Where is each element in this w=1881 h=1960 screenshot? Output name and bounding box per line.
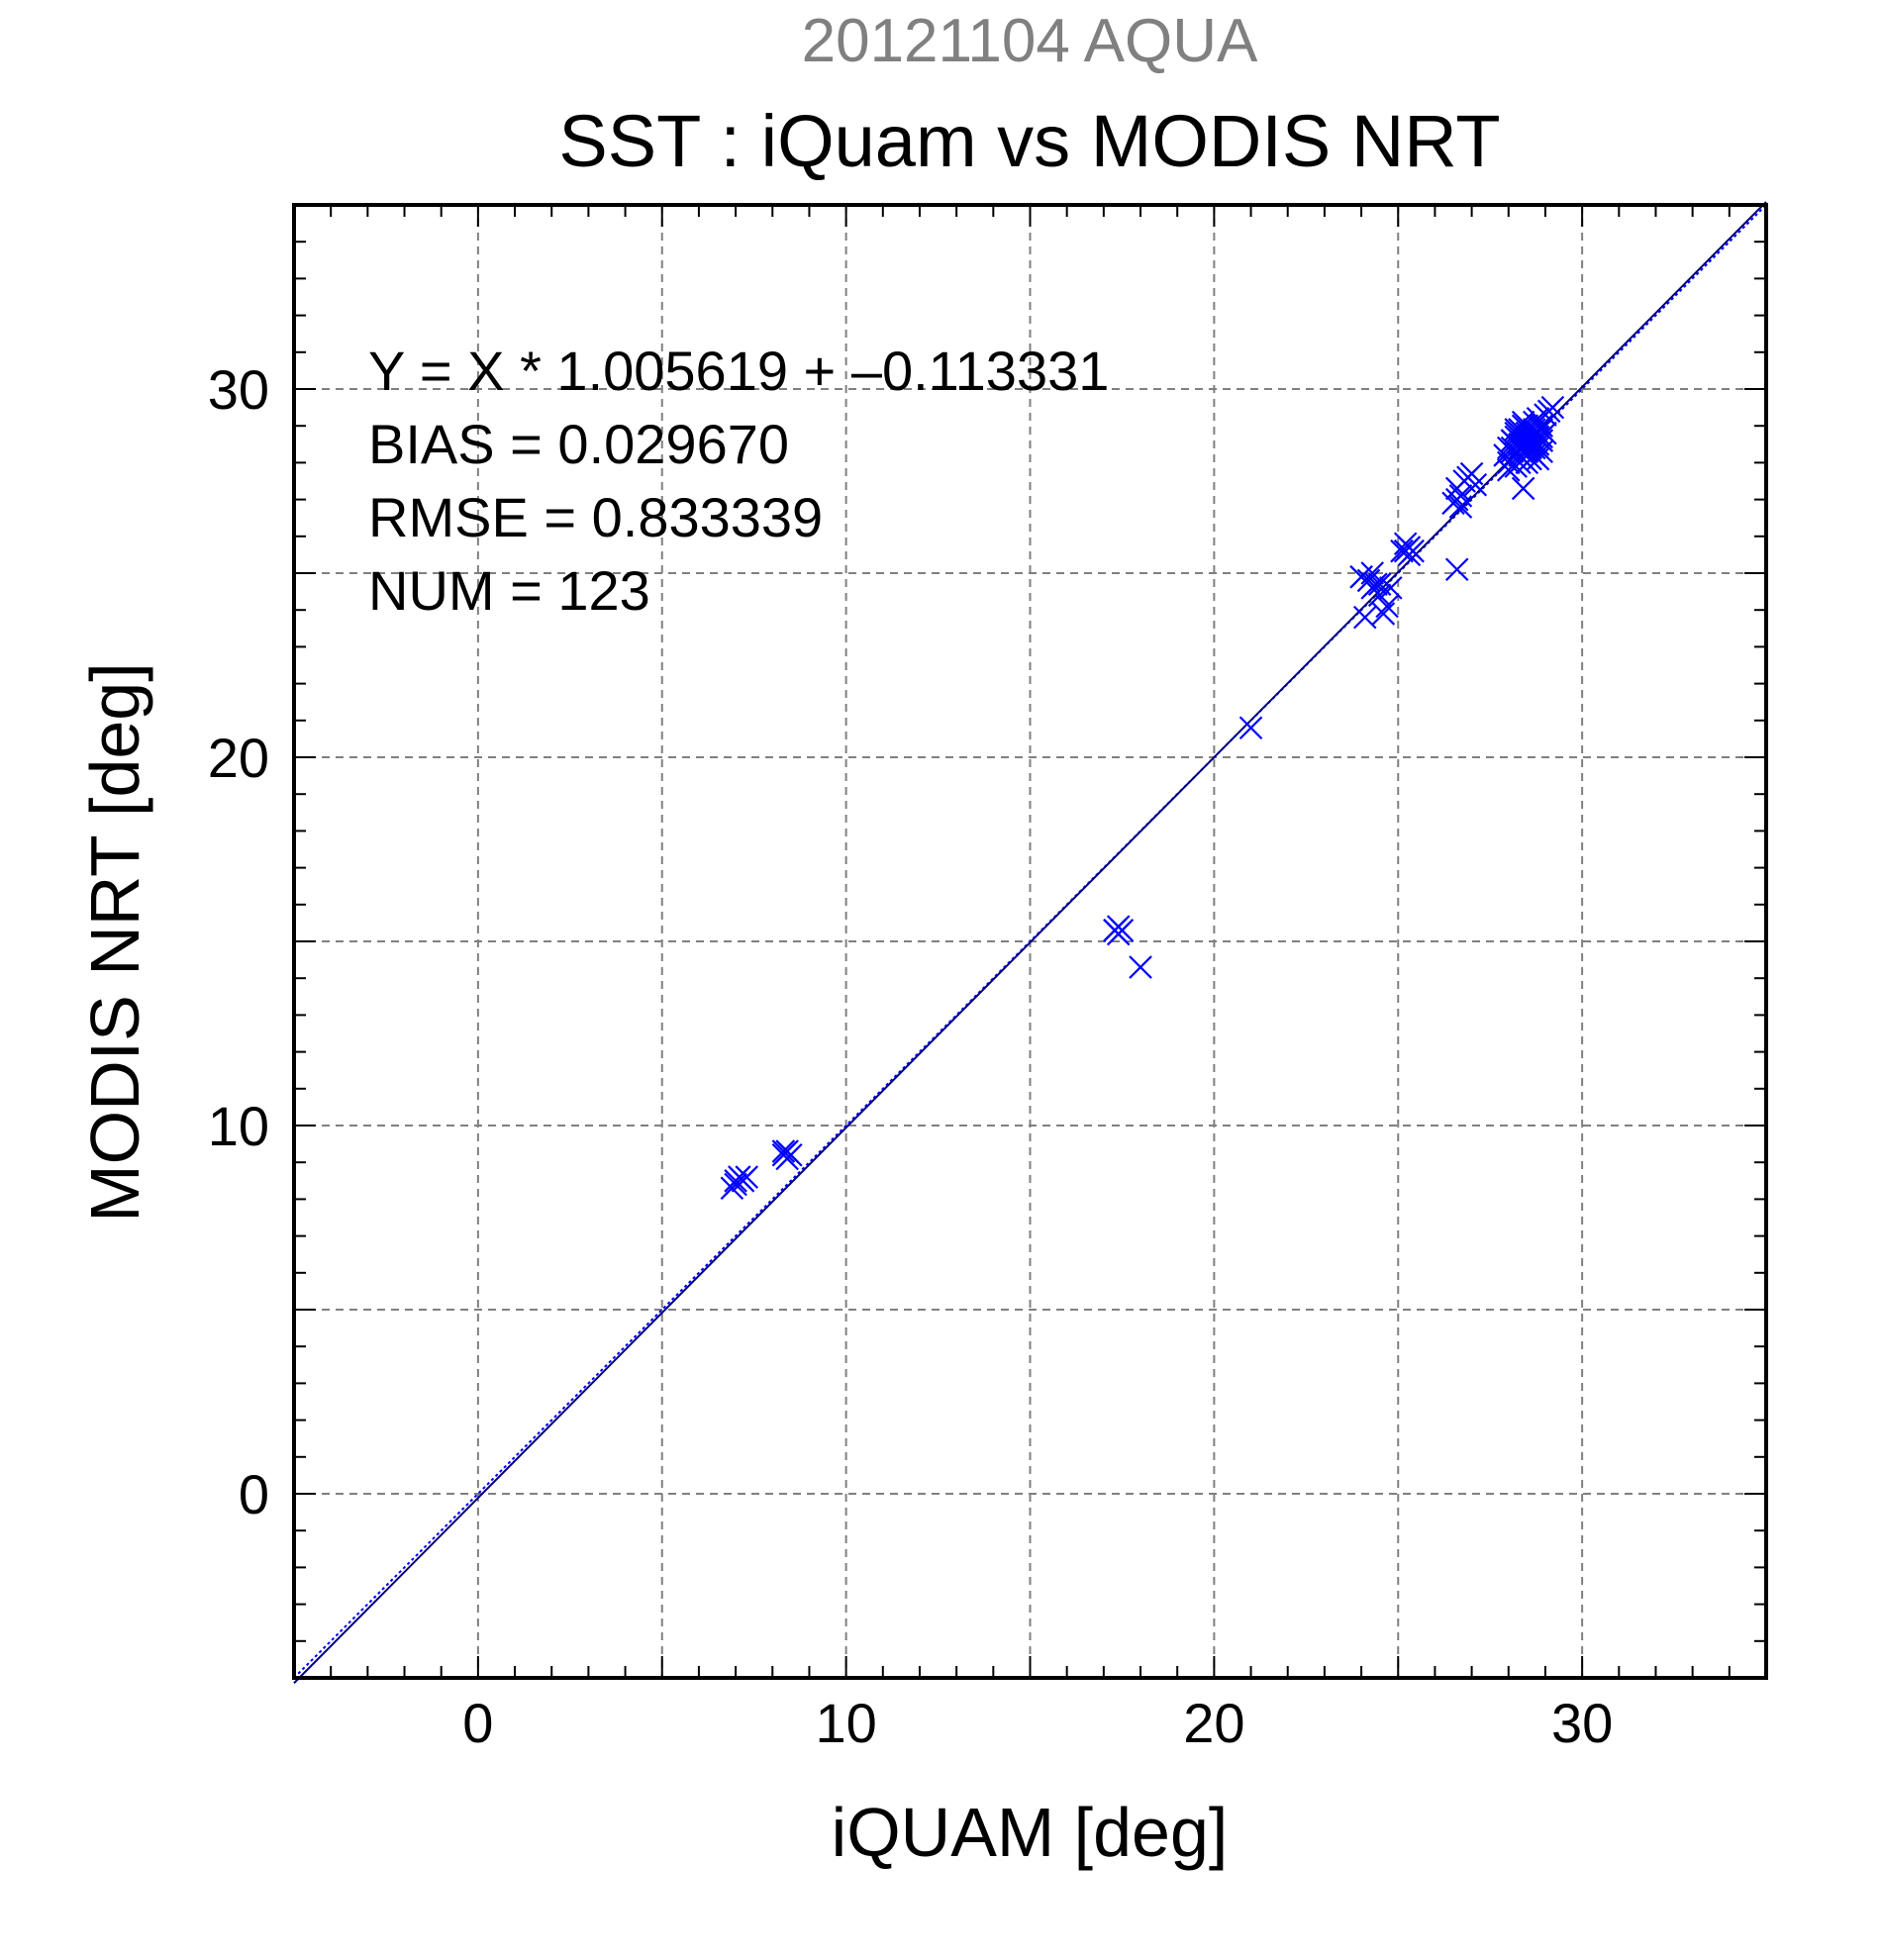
data-point [1390, 539, 1414, 563]
data-point-stroke [1401, 539, 1425, 563]
x-tick-label: 30 [1551, 1692, 1613, 1754]
data-point [724, 1172, 747, 1197]
chart-title: SST : iQuam vs MODIS NRT [558, 100, 1500, 182]
data-point-stroke [1511, 476, 1535, 501]
data-point [1511, 476, 1535, 501]
data-point-stroke [1375, 594, 1399, 619]
data-point-stroke [1511, 429, 1535, 452]
data-point-stroke [771, 1139, 796, 1163]
y-tick-label: 10 [208, 1095, 269, 1157]
data-point [1401, 539, 1425, 563]
data-point-stroke [1463, 472, 1488, 497]
x-tick-label: 0 [462, 1692, 493, 1754]
data-point [1463, 472, 1488, 497]
chart-supertitle: 20121104 AQUA [802, 7, 1258, 75]
data-point-stroke [1367, 583, 1392, 608]
data-point [779, 1142, 803, 1167]
data-point [1515, 421, 1539, 445]
data-point-stroke [1540, 395, 1565, 420]
data-point-stroke [1448, 495, 1473, 519]
data-point-stroke [1356, 568, 1381, 593]
data-point-stroke [1364, 572, 1388, 596]
data-point [1353, 605, 1377, 630]
data-point-stroke [724, 1172, 747, 1197]
data-point-stroke [1448, 484, 1473, 508]
data-point [1515, 429, 1539, 452]
stats-box: Y = X * 1.005619 + –0.113331 BIAS = 0.02… [368, 340, 1109, 622]
stats-line-num: NUM = 123 [368, 559, 650, 622]
y-tick-label: 20 [208, 727, 269, 789]
x-tick-label: 10 [815, 1692, 876, 1754]
data-markers [720, 395, 1565, 1201]
data-point [1444, 557, 1469, 582]
data-point [735, 1165, 759, 1189]
data-point-stroke [735, 1165, 759, 1189]
data-point [771, 1139, 796, 1163]
y-axis-label: MODIS NRT [deg] [76, 662, 153, 1222]
data-point-stroke [1367, 572, 1392, 596]
x-tick-label: 20 [1183, 1692, 1244, 1754]
data-point [1448, 495, 1473, 519]
data-point-stroke [1238, 716, 1263, 740]
data-point [1364, 572, 1388, 596]
data-point [1129, 955, 1152, 979]
data-point [1238, 716, 1263, 740]
data-point [1103, 919, 1127, 942]
y-tick-label: 30 [208, 358, 269, 421]
data-point-stroke [1459, 461, 1484, 486]
stats-line-fit: Y = X * 1.005619 + –0.113331 [368, 340, 1109, 402]
data-point [1349, 564, 1373, 589]
data-point-stroke [1349, 564, 1373, 589]
data-point [1448, 484, 1473, 508]
data-point-stroke [1496, 458, 1521, 482]
data-point-stroke [1390, 539, 1414, 563]
data-point-stroke [1103, 919, 1127, 942]
data-point [1371, 602, 1396, 626]
data-point-stroke [1379, 576, 1403, 600]
y-tick-label: 0 [239, 1463, 269, 1525]
data-point [1379, 576, 1403, 600]
data-point-stroke [1444, 557, 1469, 582]
data-point-stroke [779, 1142, 803, 1167]
stats-line-rmse: RMSE = 0.833339 [368, 486, 823, 548]
data-point-stroke [1353, 605, 1377, 630]
data-point [1540, 395, 1565, 420]
data-point-stroke [1129, 955, 1152, 979]
data-point [1375, 594, 1399, 619]
x-axis-label: iQUAM [deg] [832, 1794, 1229, 1871]
data-point-stroke [1371, 602, 1396, 626]
data-point [1496, 458, 1521, 482]
plot-frame [292, 203, 1768, 1680]
data-point-stroke [1515, 429, 1539, 452]
tick-labels: 0 10 20 30 0 10 20 30 [208, 358, 1614, 1754]
data-point-stroke [1515, 421, 1539, 445]
data-point [1511, 429, 1535, 452]
stats-line-bias: BIAS = 0.029670 [368, 413, 789, 475]
